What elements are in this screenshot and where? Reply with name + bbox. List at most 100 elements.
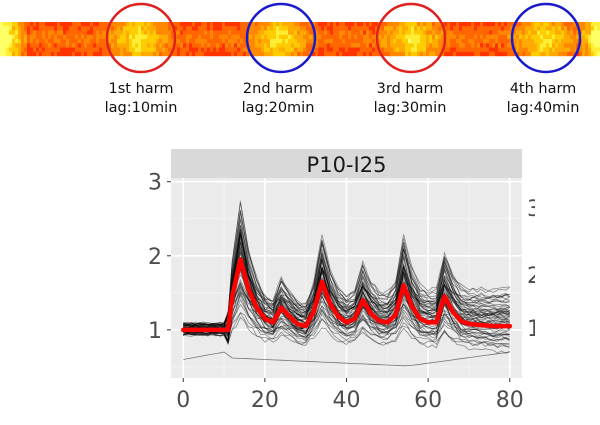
heatmap-cell [597,26,600,31]
heatmap-cell [504,39,508,44]
heatmap-cell [387,26,391,31]
heatmap-cell [423,22,427,27]
clipped-right-axis: 3 2 1 [527,190,600,350]
heatmap-cell [39,34,43,40]
heatmap-cell [204,39,208,44]
trace-line [183,213,510,330]
heatmap-cell [111,30,115,35]
heatmap-cell [144,26,148,31]
heatmap-cell [321,26,325,31]
heatmap-cell [405,43,409,48]
heatmap-cell [477,43,481,48]
heatmap-cell [159,22,163,27]
heatmap-cell [468,47,472,52]
heatmap-cell [165,30,169,35]
heatmap-cell [213,22,217,27]
trace-line [183,233,511,334]
heatmap-cell [87,39,91,44]
heatmap-cell [498,26,502,31]
heatmap-cell [411,30,415,35]
heatmap-cell [447,22,451,27]
heatmap-cell [273,51,277,57]
heatmap-cell [519,47,523,52]
heatmap-cell [540,47,544,52]
heatmap-cell [333,47,337,52]
heatmap-cell [552,34,556,40]
heatmap-cell [9,30,13,35]
heatmap-cell [597,47,600,52]
heatmap-cell [156,30,160,35]
heatmap-cell [594,47,598,52]
heatmap-cell [111,39,115,44]
heatmap-cell [189,34,193,40]
heatmap-cell [18,39,22,44]
heatmap-cell [360,43,364,48]
heatmap-cell [120,30,124,35]
heatmap-cell [294,43,298,48]
heatmap-cell [81,26,85,31]
heatmap-cell [300,43,304,48]
heatmap-cell [459,47,463,52]
heatmap-cell [501,43,505,48]
heatmap-cell [198,51,202,57]
heatmap-cell [333,39,337,44]
heatmap-cell [210,34,214,40]
heatmap-cell [387,47,391,52]
heatmap-cell [321,34,325,40]
heatmap-cell [564,47,568,52]
heatmap-cell [408,39,412,44]
heatmap-cell [75,34,79,40]
heatmap-cell [516,43,520,48]
heatmap-cell [465,39,469,44]
heatmap-cell [30,51,34,57]
heatmap-cell [141,30,145,35]
heatmap-cell [48,34,52,40]
heatmap-cell [183,22,187,27]
heatmap-cell [168,43,172,48]
heatmap-cell [414,34,418,40]
heatmap-cell [252,22,256,27]
heatmap-cell [384,39,388,44]
heatmap-cell [483,47,487,52]
heatmap-cell [57,34,61,40]
heatmap-cell [525,26,529,31]
heatmap-cell [252,26,256,31]
heatmap-cell [171,43,175,48]
heatmap-cell [219,30,223,35]
heatmap-cell [186,47,190,52]
heatmap-cell [546,34,550,40]
heatmap-cell [63,51,67,57]
heatmap-cell [291,39,295,44]
heatmap-cell [450,26,454,31]
heatmap-cell [12,47,16,52]
heatmap-cell [72,22,76,27]
heatmap-cell [438,51,442,57]
heatmap-cell [339,22,343,27]
heatmap-cell [231,43,235,48]
heatmap-cell [582,51,586,57]
heatmap-cell [477,51,481,57]
heatmap-cell [6,47,10,52]
heatmap-cell [276,39,280,44]
heatmap-cell [390,26,394,31]
heatmap-cell [492,47,496,52]
heatmap-cell [471,26,475,31]
heatmap-cell [465,34,469,40]
trace-line [183,303,511,349]
heatmap-cell [312,39,316,44]
heatmap-cell [288,30,292,35]
heatmap-cell [231,34,235,40]
heatmap-cell [495,43,499,48]
heatmap-cell [498,30,502,35]
heatmap-cell [117,34,121,40]
heatmap-cell [129,43,133,48]
heatmap-cell [309,34,313,40]
heatmap-cell [84,34,88,40]
heatmap-cell [384,34,388,40]
heatmap-cell [6,26,10,31]
heatmap-cell [567,26,571,31]
heatmap-cell [177,43,181,48]
heatmap-cell [441,39,445,44]
heatmap-cell [270,22,274,27]
heatmap-cell [84,26,88,31]
